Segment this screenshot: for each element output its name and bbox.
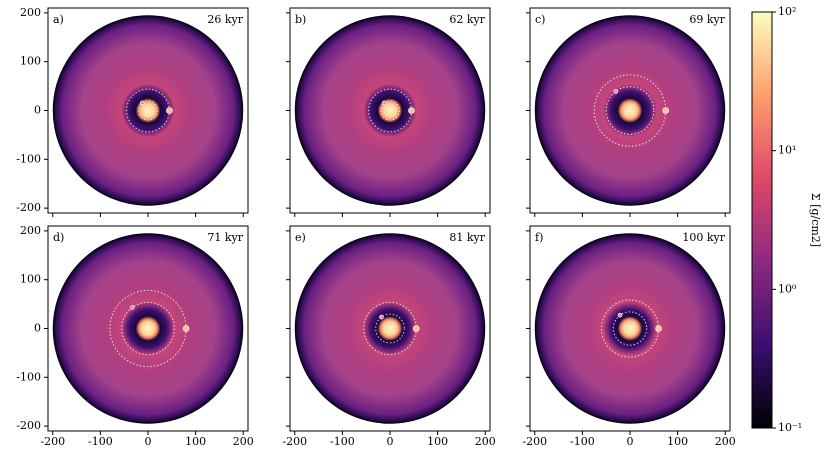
panel-label: b) xyxy=(295,13,306,26)
orbit xyxy=(137,100,159,121)
orbit xyxy=(605,86,655,135)
planet xyxy=(613,89,619,94)
x-tick-label: -200 xyxy=(40,435,65,448)
disk-image xyxy=(52,233,244,424)
x-tick-label: 0 xyxy=(387,435,394,448)
y-tick-label: 0 xyxy=(34,104,41,117)
y-tick-label: 0 xyxy=(34,322,41,335)
y-tick-label: -100 xyxy=(16,152,41,165)
colorbar-label: Σ [g/cm2] xyxy=(809,193,822,247)
x-tick-label: -100 xyxy=(570,435,595,448)
x-tick-label: 100 xyxy=(185,435,206,448)
panel-label: e) xyxy=(295,231,306,244)
x-tick-label: 0 xyxy=(145,435,152,448)
planet xyxy=(412,325,420,332)
y-tick-label: -200 xyxy=(16,201,41,214)
colorbar-tick-label: 10⁰ xyxy=(778,282,797,295)
y-tick-label: 100 xyxy=(20,273,41,286)
planet xyxy=(379,314,384,320)
colorbar-tick-label: 10⁻¹ xyxy=(778,421,802,434)
x-tick-label: -100 xyxy=(88,435,113,448)
y-tick-label: -200 xyxy=(16,419,41,432)
planet xyxy=(166,107,173,114)
disk-image xyxy=(534,15,726,206)
panel-label: d) xyxy=(53,231,64,244)
colorbar-tick-label: 10² xyxy=(778,5,796,18)
x-tick-label: 200 xyxy=(233,435,254,448)
colorbar xyxy=(751,11,773,429)
panel-label: c) xyxy=(535,13,545,26)
disk-image xyxy=(294,15,486,206)
disk-image xyxy=(294,233,486,424)
x-tick-label: -200 xyxy=(522,435,547,448)
planet xyxy=(662,107,670,114)
time-label: 26 kyr xyxy=(207,13,243,26)
x-tick-label: 200 xyxy=(475,435,496,448)
orbit xyxy=(375,313,405,344)
planet xyxy=(617,312,623,318)
x-tick-label: -100 xyxy=(330,435,355,448)
time-label: 100 kyr xyxy=(682,231,725,244)
y-tick-label: 200 xyxy=(20,6,41,19)
planet xyxy=(139,100,145,106)
x-tick-label: 100 xyxy=(427,435,448,448)
time-label: 71 kyr xyxy=(207,231,243,244)
planet xyxy=(655,325,662,332)
y-tick-label: -100 xyxy=(16,370,41,383)
time-label: 81 kyr xyxy=(449,231,485,244)
planet xyxy=(381,100,387,106)
colorbar-tick-label: 10¹ xyxy=(778,144,796,157)
planet xyxy=(408,107,415,114)
orbit xyxy=(121,301,175,356)
time-label: 69 kyr xyxy=(689,13,725,26)
planet xyxy=(182,325,190,332)
panel-label: a) xyxy=(53,13,64,26)
y-tick-label: 200 xyxy=(20,224,41,237)
planet xyxy=(129,305,135,310)
x-tick-label: 0 xyxy=(627,435,634,448)
orbit xyxy=(379,100,401,121)
x-tick-label: 100 xyxy=(667,435,688,448)
x-tick-label: -200 xyxy=(282,435,307,448)
time-label: 62 kyr xyxy=(449,13,485,26)
y-tick-label: 100 xyxy=(20,55,41,68)
disk-image xyxy=(534,233,726,424)
disk-image xyxy=(52,15,244,206)
x-tick-label: 200 xyxy=(715,435,736,448)
orbit xyxy=(612,311,648,346)
panel-label: f) xyxy=(535,231,543,244)
